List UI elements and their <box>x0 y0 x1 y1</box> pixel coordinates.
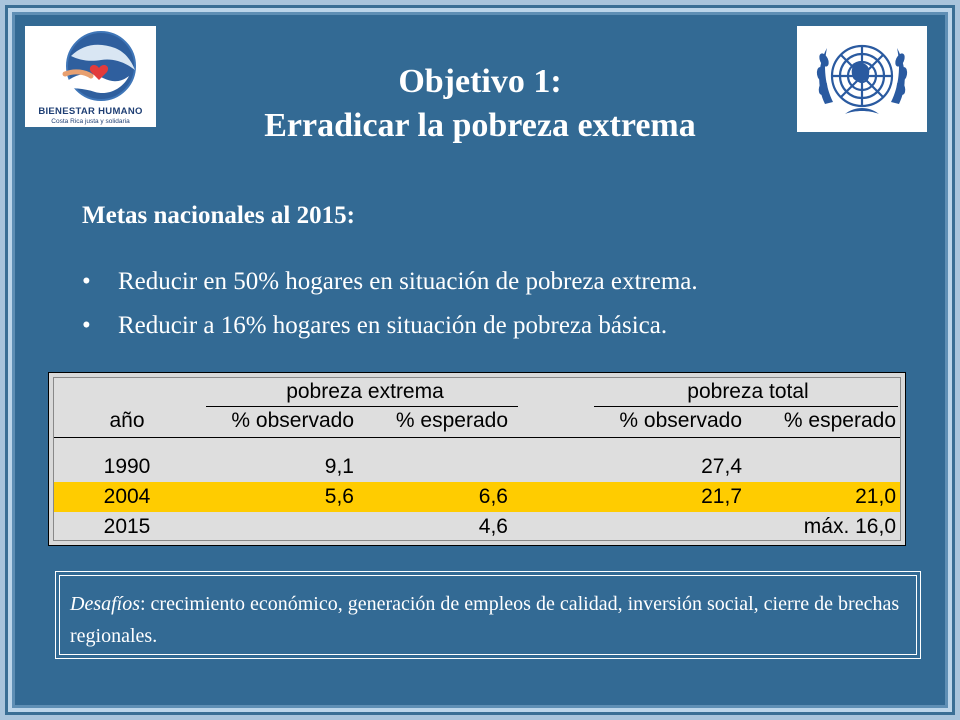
column-header-pe-expected: % esperado <box>395 409 508 432</box>
title-line-2: Erradicar la pobreza extrema <box>264 107 696 144</box>
row-pt-observed <box>592 513 742 541</box>
row-pt-observed: 21,7 <box>701 485 742 508</box>
goals-heading: Metas nacionales al 2015: <box>82 202 355 229</box>
challenges-label: Desafíos <box>70 593 140 615</box>
challenges-box: Desafíos: crecimiento económico, generac… <box>55 571 921 659</box>
column-header-pt-expected: % esperado <box>783 409 896 432</box>
group-underline-total <box>594 406 898 407</box>
challenges-text: Desafíos: crecimiento económico, generac… <box>59 575 917 655</box>
logo-name: BIENESTAR HUMANO <box>38 106 143 117</box>
column-header-year: año <box>109 409 145 432</box>
table-row: 2015 4,6 máx. 16,0 <box>54 512 900 542</box>
group-header-total: pobreza total <box>687 380 809 403</box>
row-pt-observed: 27,4 <box>701 455 742 478</box>
row-pe-observed <box>204 513 354 541</box>
row-pe-observed: 9,1 <box>324 455 354 478</box>
column-header-pe-observed: % observado <box>231 409 354 432</box>
goal-item: • Reducir a 16% hogares en situación de … <box>82 308 698 352</box>
table-row: 1990 9,1 27,4 <box>54 452 900 482</box>
row-pe-expected: 6,6 <box>478 485 508 508</box>
group-underline-extreme <box>206 406 518 407</box>
header-divider <box>54 437 900 438</box>
row-pe-expected: 4,6 <box>478 515 508 538</box>
bienestar-humano-logo: BIENESTAR HUMANO Costa Rica justa y soli… <box>25 26 156 127</box>
group-header-extreme: pobreza extrema <box>286 380 444 403</box>
goal-text: Reducir en 50% hogares en situación de p… <box>118 268 698 295</box>
un-emblem-logo <box>797 26 927 132</box>
goal-text: Reducir a 16% hogares en situación de po… <box>118 312 668 339</box>
un-emblem-icon <box>816 44 908 114</box>
row-year: 2015 <box>103 515 151 538</box>
column-header-pt-observed: % observado <box>619 409 742 432</box>
goal-item: • Reducir en 50% hogares en situación de… <box>82 264 698 308</box>
row-year: 1990 <box>103 455 151 478</box>
row-year: 2004 <box>103 485 151 508</box>
row-pt-expected: máx. 16,0 <box>803 515 896 538</box>
table-body: pobreza extrema pobreza total año % obse… <box>53 377 901 541</box>
poverty-table: pobreza extrema pobreza total año % obse… <box>48 372 906 546</box>
bullet-icon: • <box>82 268 91 295</box>
row-pe-expected <box>364 453 508 481</box>
row-pe-observed: 5,6 <box>324 485 354 508</box>
challenges-body: : crecimiento económico, generación de e… <box>70 593 900 647</box>
hands-heart-icon <box>59 31 136 101</box>
table-row-highlighted: 2004 5,6 6,6 21,7 21,0 <box>54 482 900 512</box>
slide-background <box>15 15 945 705</box>
goals-list: • Reducir en 50% hogares en situación de… <box>82 264 698 352</box>
row-pt-expected <box>754 453 896 481</box>
bullet-icon: • <box>82 312 91 339</box>
slide-title: Objetivo 1: Erradicar la pobreza extrema <box>170 60 790 148</box>
title-line-1: Objetivo 1: <box>398 63 562 100</box>
row-pt-expected: 21,0 <box>855 485 896 508</box>
logo-tagline: Costa Rica justa y solidaria <box>51 118 130 125</box>
